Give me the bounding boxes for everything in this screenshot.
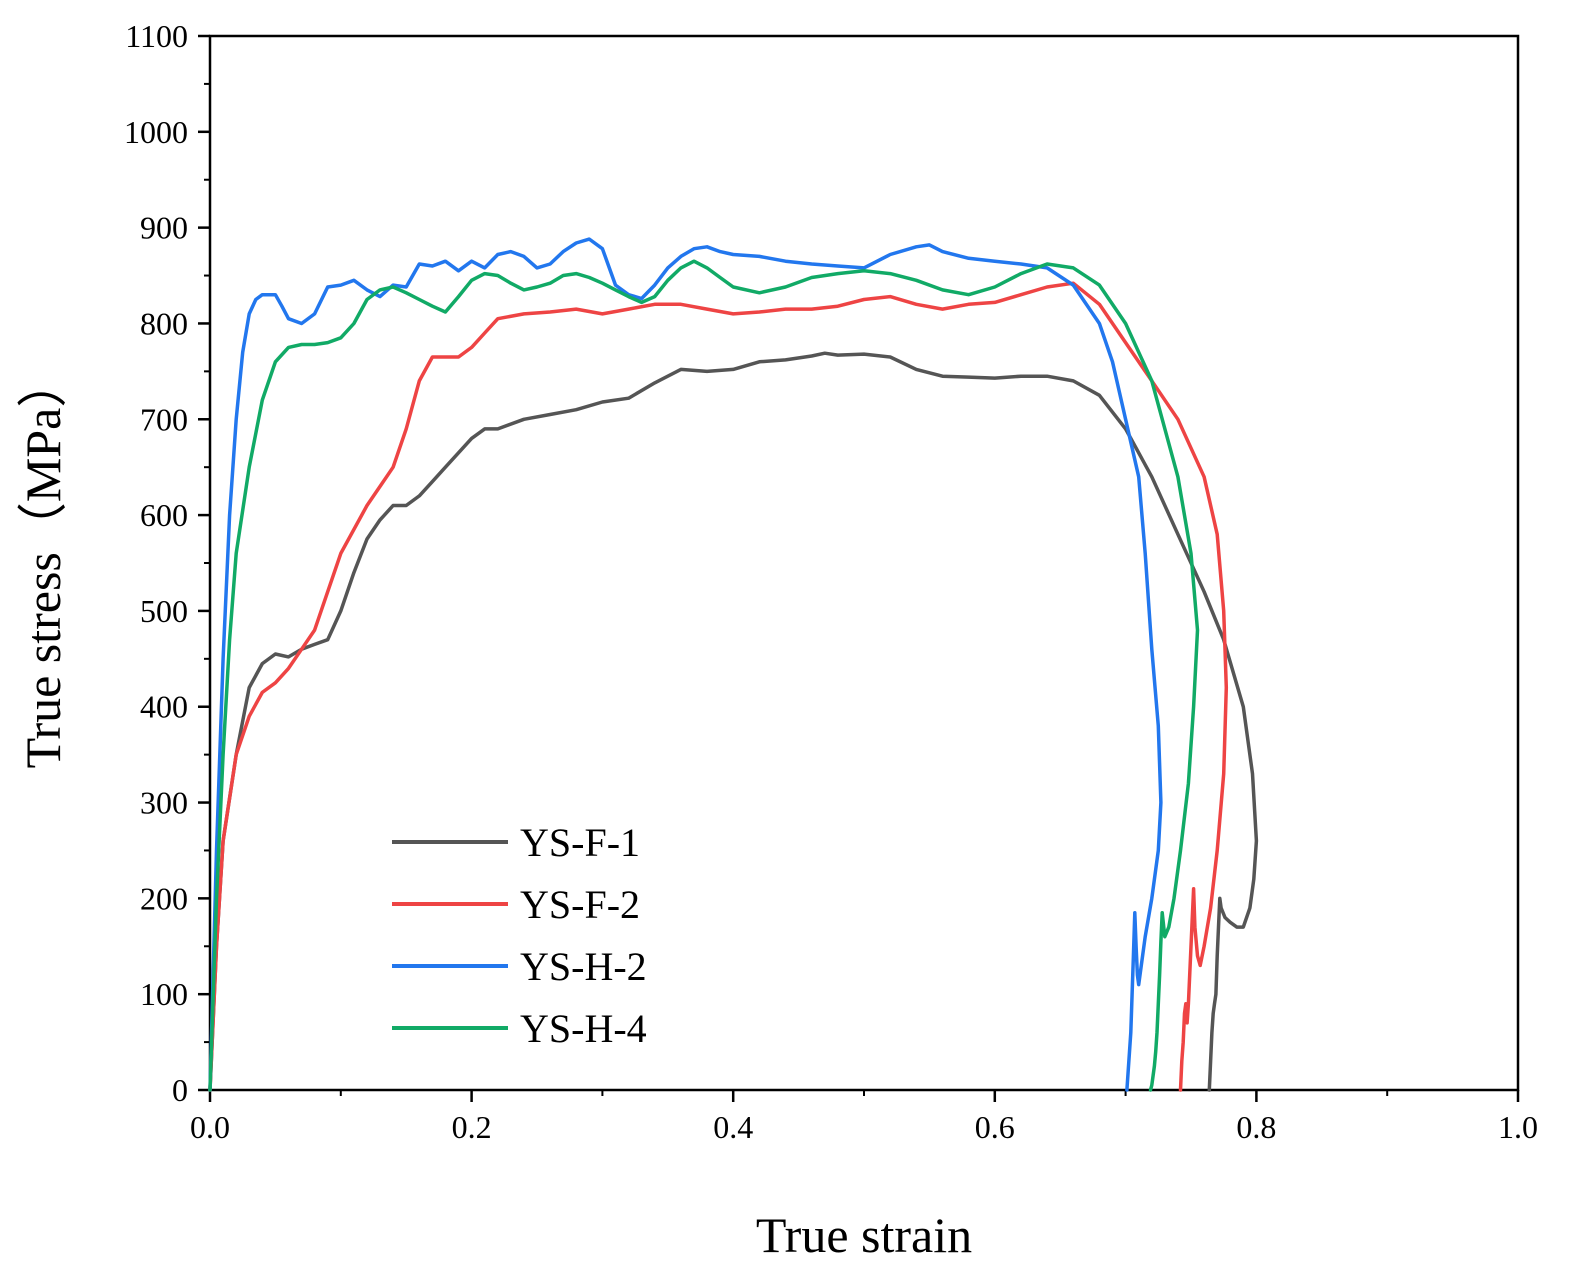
y-tick-label: 900 — [140, 210, 188, 246]
y-tick-label: 100 — [140, 976, 188, 1012]
x-tick-label: 0.4 — [713, 1109, 753, 1145]
y-tick-label: 300 — [140, 785, 188, 821]
legend-label: YS-H-4 — [520, 1006, 647, 1051]
y-tick-label: 500 — [140, 593, 188, 629]
y-tick-label: 600 — [140, 497, 188, 533]
series-line-ys-f-2 — [208, 281, 1229, 1092]
series-line-ys-h-4 — [208, 259, 1200, 1092]
series-layer — [208, 237, 1259, 1092]
legend-item: YS-F-2 — [392, 882, 640, 927]
plot-area — [208, 34, 1520, 1092]
y-tick-label: 0 — [172, 1072, 188, 1108]
x-tick-label: 0.6 — [975, 1109, 1015, 1145]
x-tick-label: 0.0 — [190, 1109, 230, 1145]
x-tick-label: 0.8 — [1236, 1109, 1276, 1145]
legend-item: YS-H-4 — [392, 1006, 647, 1051]
y-tick-label: 200 — [140, 880, 188, 916]
y-tick-label: 1100 — [125, 18, 188, 54]
legend: YS-F-1 YS-F-2 YS-H-2 YS-H-4 — [392, 820, 647, 1051]
series-line-ys-f-1 — [208, 351, 1259, 1092]
legend-label: YS-H-2 — [520, 944, 647, 989]
y-tick-label: 1000 — [124, 114, 188, 150]
y-tick-label: 700 — [140, 401, 188, 437]
series-line-ys-h-2 — [208, 237, 1163, 1092]
y-axis-label: True stress（MPa） — [15, 358, 71, 769]
legend-item: YS-H-2 — [392, 944, 647, 989]
legend-label: YS-F-1 — [520, 820, 640, 865]
axis-ticks: 0.0 0.2 0.4 0.6 0.8 1.0 0 100 200 300 400 500 600 700… — [124, 18, 1538, 1145]
y-tick-label: 400 — [140, 689, 188, 725]
legend-label: YS-F-2 — [520, 882, 640, 927]
y-tick-label: 800 — [140, 305, 188, 341]
x-tick-label: 0.2 — [452, 1109, 492, 1145]
x-tick-label: 1.0 — [1498, 1109, 1538, 1145]
legend-item: YS-F-1 — [392, 820, 640, 865]
x-axis-label: True strain — [756, 1207, 972, 1263]
